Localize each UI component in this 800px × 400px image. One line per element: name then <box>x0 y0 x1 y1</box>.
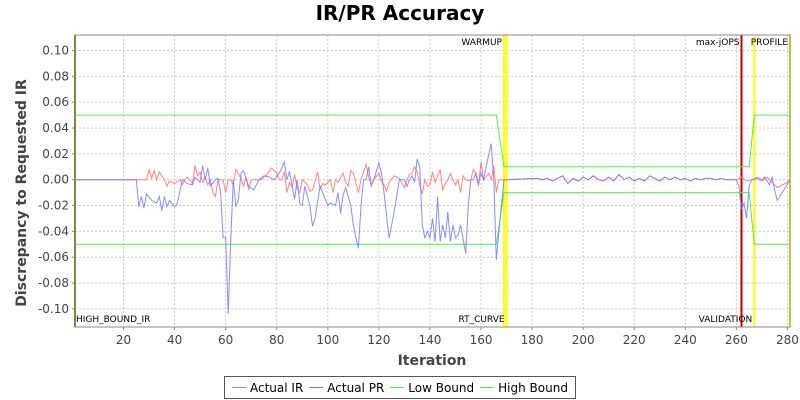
y-tick-label: 0.06 <box>42 95 69 109</box>
series-line-actual-pr <box>75 143 791 315</box>
series-lines <box>75 114 791 315</box>
legend: Actual IR Actual PR Low Bound High Bound <box>224 376 576 399</box>
x-tick-label: 140 <box>418 333 441 347</box>
x-tick-label: 200 <box>572 333 595 347</box>
y-tick-label: -0.08 <box>38 276 69 290</box>
y-tick-label: 0.04 <box>42 121 69 135</box>
legend-swatch <box>309 387 324 388</box>
y-tick-label: 0.08 <box>42 69 69 83</box>
x-tick-label: 220 <box>623 333 646 347</box>
y-tick-label: -0.06 <box>38 250 69 264</box>
legend-swatch <box>232 387 246 388</box>
series-line-low-bound <box>75 192 790 245</box>
x-tick-label: 260 <box>725 333 748 347</box>
legend-item: Actual PR <box>309 381 384 395</box>
x-tick-label: 40 <box>167 333 182 347</box>
legend-label: Low Bound <box>408 380 475 395</box>
marker-label: PROFILE <box>751 38 789 48</box>
x-tick-label: 120 <box>367 333 390 347</box>
x-tick-label: 240 <box>674 333 697 347</box>
x-tick-label: 20 <box>116 333 131 347</box>
x-tick-label: 180 <box>521 333 544 347</box>
y-tick-label: -0.02 <box>38 199 69 213</box>
y-tick-label: -0.04 <box>38 224 69 238</box>
x-tick-label: 280 <box>776 333 799 347</box>
legend-swatch <box>480 387 495 388</box>
y-tick-label: 0.02 <box>42 147 69 161</box>
series-line-high-bound <box>75 114 790 168</box>
marker-label: max-jOPS <box>696 38 740 48</box>
y-tick-label: 0.10 <box>42 44 69 58</box>
marker-label: RT_CURVE <box>458 315 504 325</box>
legend-label: High Bound <box>498 380 568 395</box>
legend-item: Actual IR <box>232 381 303 395</box>
x-tick-label: 160 <box>470 333 493 347</box>
legend-label: Actual IR <box>250 380 304 395</box>
y-tick-label: -0.10 <box>38 302 69 316</box>
legend-item: Low Bound <box>390 381 474 395</box>
plot-frame <box>74 34 791 328</box>
marker-label: HIGH_BOUND_IR <box>76 315 150 325</box>
legend-item: High Bound <box>480 381 568 395</box>
y-tick-label: 0.00 <box>42 173 69 187</box>
y-axis-label: Discrepancy to Requested IR <box>14 79 30 307</box>
ticks: 20 40 60 80 100 120 140 160 180 200 220 240 260 280 -0… <box>38 44 799 347</box>
legend-label: Actual PR <box>327 380 385 395</box>
legend-swatch <box>390 387 405 388</box>
x-tick-label: 100 <box>316 333 339 347</box>
marker-label: VALIDATION <box>699 315 753 325</box>
x-tick-label: 60 <box>218 333 233 347</box>
x-tick-label: 80 <box>269 333 284 347</box>
chart-title: IR/PR Accuracy <box>315 1 485 25</box>
marker-label: WARMUP <box>461 38 502 48</box>
x-axis-label: Iteration <box>398 353 467 369</box>
